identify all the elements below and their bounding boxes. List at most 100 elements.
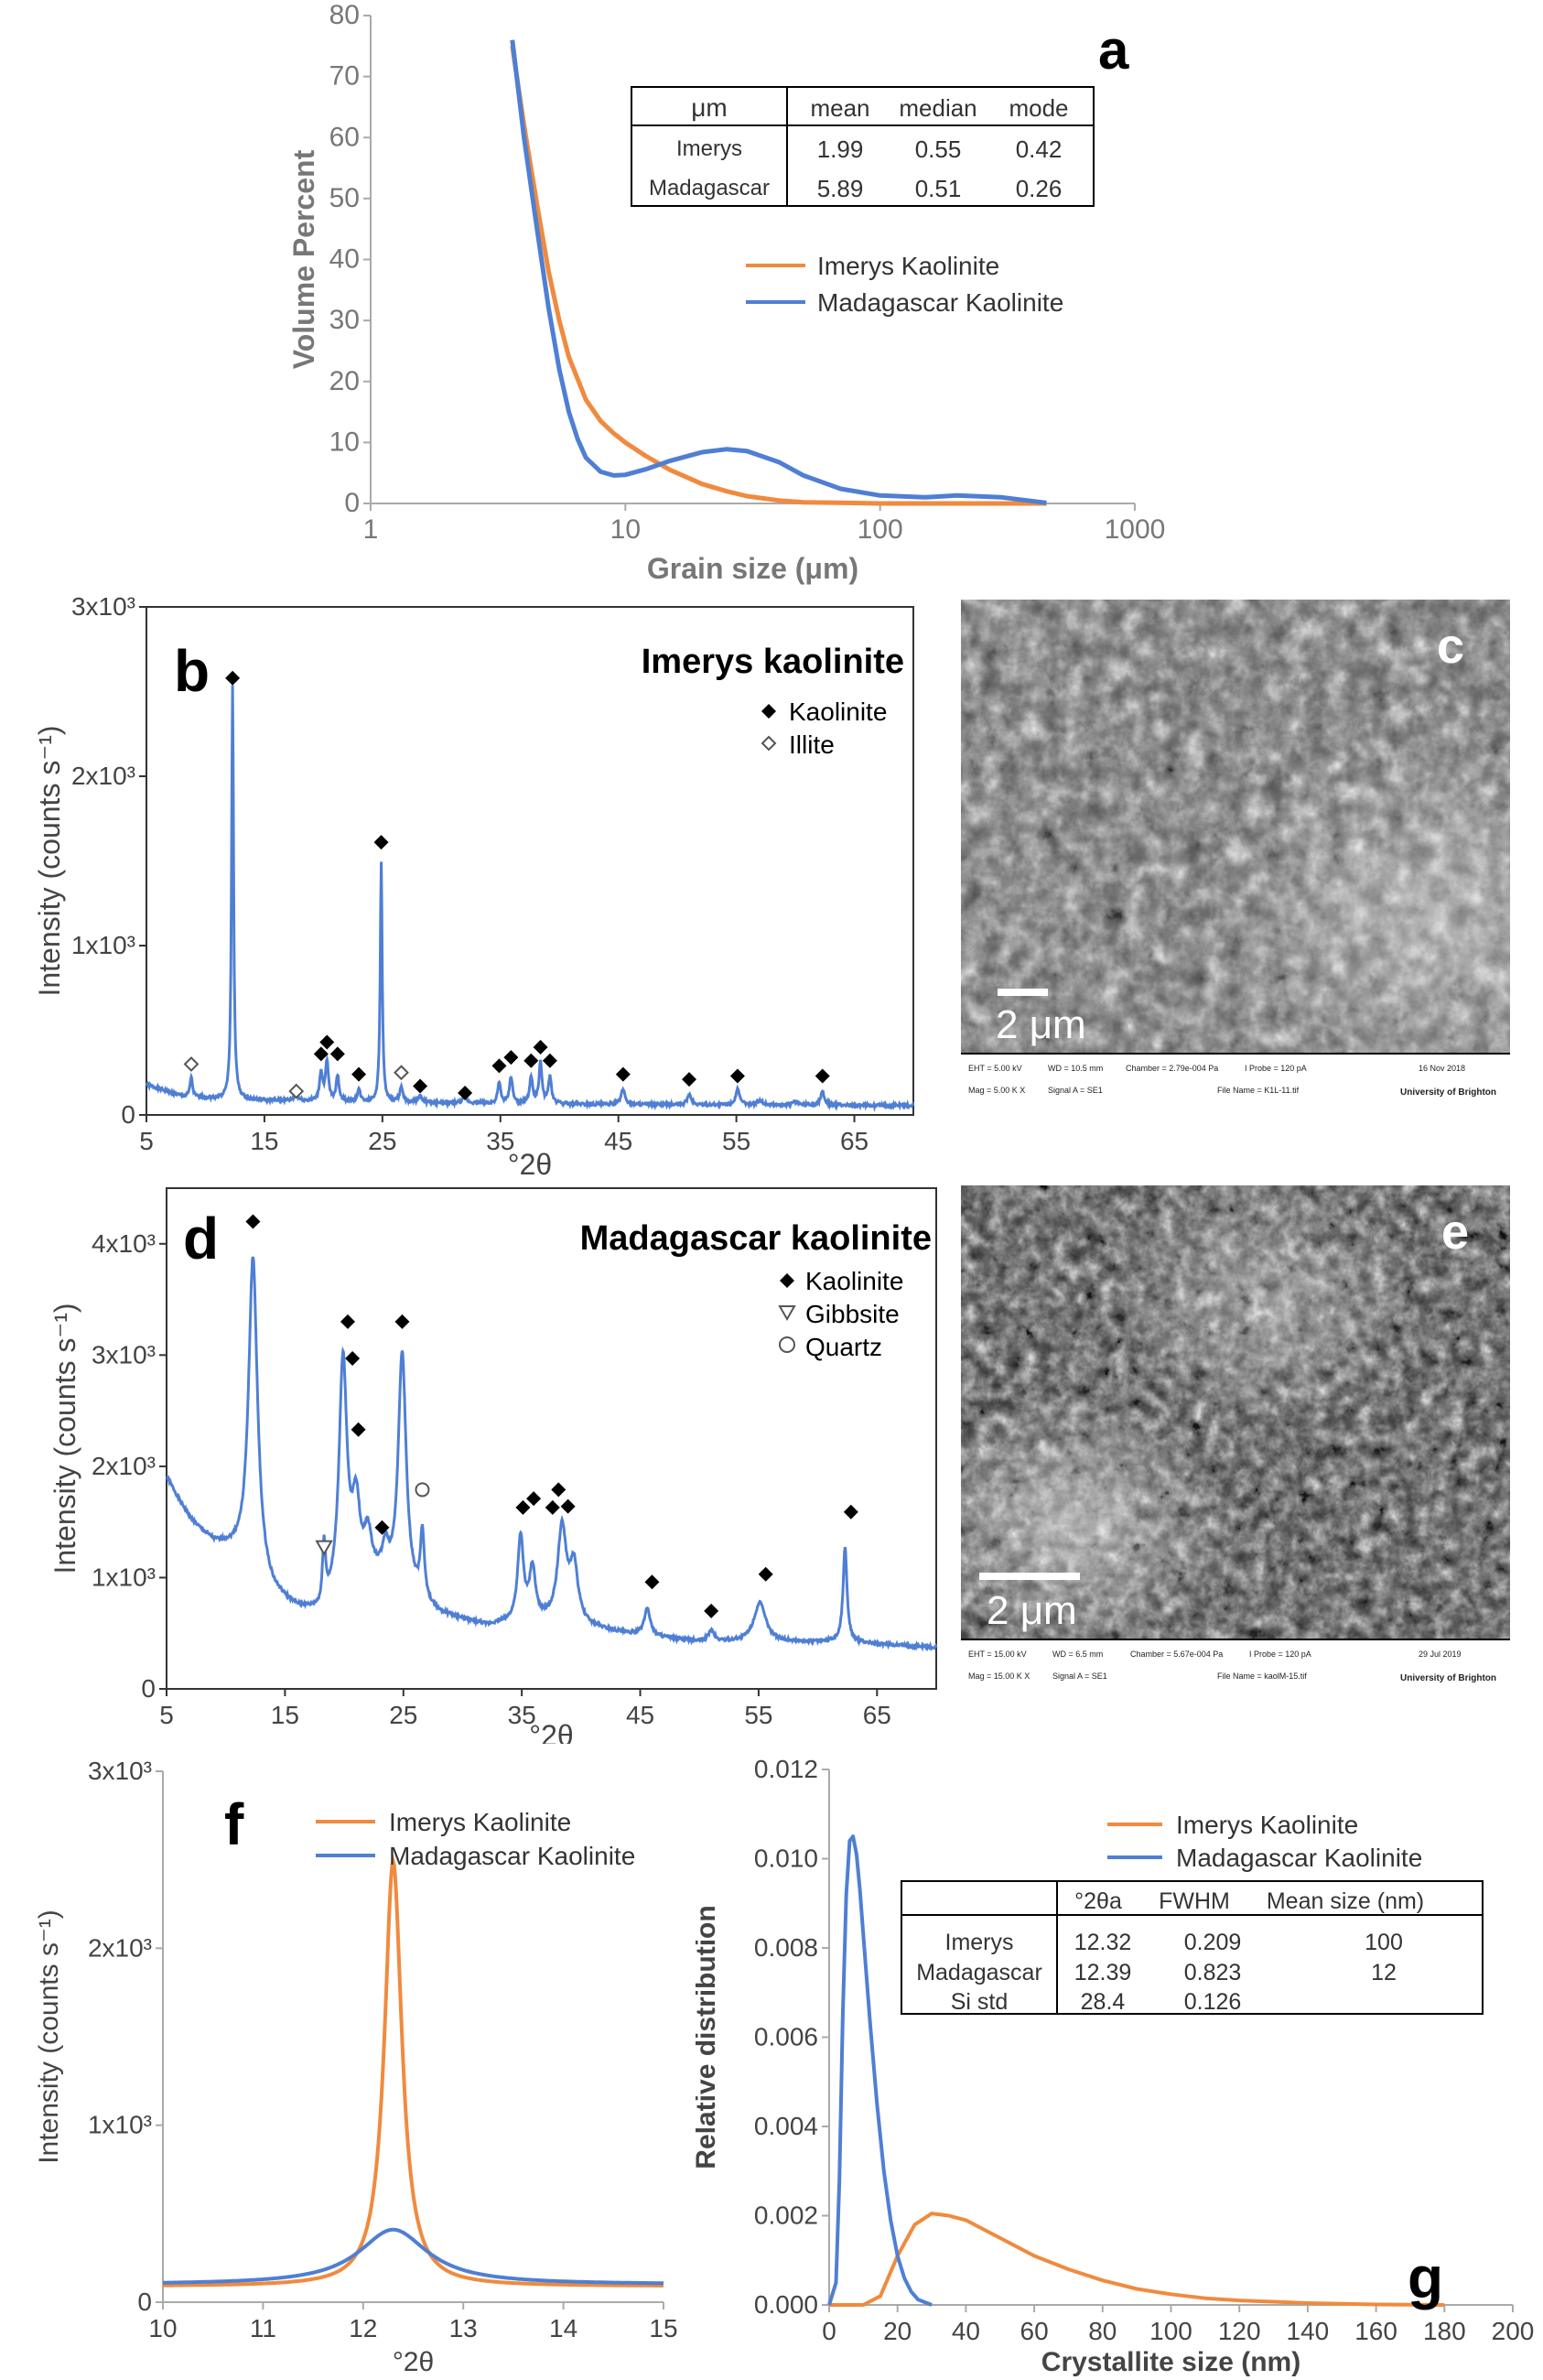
chart-b: 5 15 25 35 45 55 65 0 1x10³ 2x10³ 3x10³ °2θ Intensit…	[33, 592, 915, 1176]
x-tick-label: 180	[1423, 2317, 1466, 2345]
y-tick-label: 0.004	[754, 2112, 818, 2140]
y-tick-label: 3x10³	[92, 1340, 156, 1368]
table-a-header-median: median	[899, 94, 977, 122]
x-tick-label: 20	[883, 2317, 912, 2345]
series-madagascar-peak	[163, 2227, 664, 2286]
x-tick-label: 5	[159, 1701, 174, 1729]
y-tick-label: 20	[329, 366, 360, 396]
y-tick-label: 0	[121, 1100, 135, 1129]
table-a-row1-median: 0.51	[915, 175, 962, 202]
chart-b-title: Imerys kaolinite	[642, 643, 904, 681]
sem-c-mag: Mag = 5.00 K X	[968, 1086, 1026, 1095]
series-imerys-peak	[163, 1854, 664, 2288]
chart-d-axes: 5 15 25 35 45 55 65 0 1x10³ 2x10³ 3x10³ 4x10³ °2θ Int…	[49, 1187, 937, 1744]
y-tick-label: 40	[329, 244, 360, 275]
chart-d-phase-markers	[245, 1214, 858, 1618]
y-axis-label: Intensity (counts s⁻¹)	[34, 1909, 64, 2164]
sem-e-eht: EHT = 15.00 kV	[968, 1650, 1027, 1659]
chart-d-series	[166, 1256, 938, 1652]
chart-a-legend: Imerys Kaolinite Madagascar Kaolinite	[746, 252, 1063, 317]
x-tick-label: 55	[744, 1701, 772, 1729]
table-g-row1-size: 12	[1371, 1960, 1397, 1985]
x-tick-label: 45	[626, 1701, 654, 1729]
y-tick-label: 10	[329, 427, 360, 457]
kaolinite-marker	[515, 1499, 531, 1515]
kaolinite-marker	[758, 1566, 773, 1582]
crystallite-table: °2θa FWHM Mean size (nm) Imerys 12.32 0.…	[901, 1880, 1484, 2015]
sem-e-chamber: Chamber = 5.67e-004 Pa	[1130, 1650, 1224, 1659]
chart-b-phase-markers	[183, 670, 830, 1100]
kaolinite-marker	[615, 1066, 631, 1082]
y-axis-label: Intensity (counts s⁻¹)	[33, 725, 66, 996]
sem-e-org: University of Brighton	[1400, 1673, 1497, 1683]
chart-b-legend-illite: Illite	[789, 730, 835, 759]
illite-marker	[288, 1083, 305, 1099]
chart-g-legend: Imerys Kaolinite Madagascar Kaolinite	[1107, 1811, 1422, 1872]
scale-bar-c	[998, 989, 1048, 996]
sem-c-org: University of Brighton	[1400, 1087, 1497, 1098]
y-tick-label: 30	[329, 305, 360, 335]
chart-d-legend-gibbsite: Gibbsite	[805, 1300, 900, 1328]
x-tick-label: 65	[840, 1127, 869, 1155]
chart-d-title: Madagascar kaolinite	[580, 1219, 932, 1258]
illite-marker	[183, 1056, 200, 1072]
sem-e-mag: Mag = 15.00 K X	[968, 1671, 1030, 1681]
plot-frame	[146, 606, 914, 1116]
panel-label-a: a	[1098, 19, 1129, 81]
kaolinite-marker	[394, 1314, 410, 1329]
xrd-pattern-madagascar	[166, 1256, 938, 1652]
kaolinite-marker	[491, 1058, 507, 1074]
kaolinite-marker	[319, 1034, 335, 1050]
chart-a-legend-imerys: Imerys Kaolinite	[817, 252, 999, 280]
kaolinite-marker	[523, 1053, 539, 1068]
kaolinite-marker	[373, 835, 389, 850]
x-tick-label: 1	[363, 514, 379, 545]
plot-frame	[166, 1187, 937, 1690]
kaolinite-marker	[225, 670, 241, 686]
kaolinite-marker	[413, 1078, 428, 1094]
table-g-row0-size: 100	[1365, 1930, 1403, 1955]
panel-label-e: e	[1441, 1205, 1470, 1260]
kaolinite-marker	[313, 1046, 329, 1062]
sem-c-probe: I Probe = 120 pA	[1245, 1064, 1307, 1073]
x-axis-label: Grain size (μm)	[647, 552, 858, 585]
x-tick-label: 12	[349, 2314, 377, 2342]
kaolinite-marker	[545, 1499, 560, 1515]
kaolinite-marker	[458, 1085, 473, 1100]
gibbsite-marker	[315, 1540, 333, 1556]
panel-label-d: d	[183, 1206, 219, 1271]
table-a-header-mode: mode	[1009, 94, 1068, 122]
y-tick-label: 0.002	[754, 2202, 818, 2230]
sem-image-madagascar: e 2 μm EHT = 15.00 kV Mag = 15.00 K X WD…	[961, 1185, 1510, 1693]
sem-e-filename: File Name = kaolM-15.tif	[1217, 1671, 1307, 1681]
y-tick-label: 0	[141, 1674, 156, 1703]
table-g-header-size: Mean size (nm)	[1267, 1888, 1424, 1914]
table-g-row2-2theta: 28.4	[1081, 1989, 1126, 2015]
table-a-row0-name: Imerys	[676, 136, 742, 161]
y-tick-label: 0.006	[754, 2023, 818, 2051]
grain-size-table: μm mean median mode Imerys 1.99 0.55 0.4…	[631, 86, 1095, 207]
y-tick-label: 2x10³	[92, 1452, 156, 1480]
chart-b-legend-kaolinite: Kaolinite	[789, 698, 887, 726]
kaolinite-marker	[560, 1498, 576, 1514]
chart-g-axes: 0 20 40 60 80 100 120 140 160 180 200 0.000 0.002 0.0…	[696, 1755, 1534, 2377]
x-tick-label: 5	[139, 1127, 154, 1155]
sem-e-wd: WD = 6.5 mm	[1052, 1650, 1104, 1659]
x-tick-label: 45	[604, 1127, 632, 1155]
scale-label-c: 2 μm	[996, 1002, 1086, 1047]
x-tick-label: 100	[1149, 2317, 1192, 2345]
table-a-header-unit: μm	[691, 93, 727, 122]
kaolinite-marker	[551, 1482, 566, 1498]
chart-d: 5 15 25 35 45 55 65 0 1x10³ 2x10³ 3x10³ 4x10³ °2θ Int…	[49, 1187, 938, 1744]
y-tick-label: 0.012	[754, 1755, 818, 1783]
panel-label-g: g	[1408, 2245, 1443, 2310]
x-tick-label: 0	[822, 2317, 836, 2345]
x-tick-label: 14	[549, 2314, 577, 2342]
sem-texture-imerys	[961, 600, 1510, 1055]
scale-bar-e	[979, 1573, 1080, 1580]
x-tick-label: 35	[486, 1127, 514, 1155]
sem-c-chamber: Chamber = 2.79e-004 Pa	[1126, 1064, 1219, 1073]
table-a-row1-mode: 0.26	[1016, 175, 1063, 202]
x-tick-label: 13	[449, 2314, 478, 2342]
y-axis-label: Volume Percent	[287, 149, 320, 369]
